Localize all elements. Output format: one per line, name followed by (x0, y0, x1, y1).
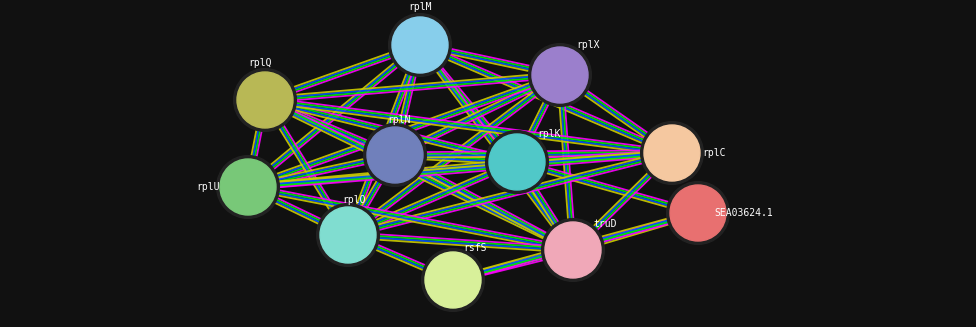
Circle shape (532, 47, 588, 103)
Circle shape (233, 69, 297, 131)
Circle shape (542, 219, 604, 281)
Circle shape (489, 134, 545, 190)
Circle shape (486, 131, 549, 193)
Circle shape (644, 125, 700, 181)
Circle shape (217, 156, 279, 218)
Circle shape (392, 17, 448, 73)
Circle shape (367, 127, 423, 183)
Circle shape (320, 207, 376, 263)
Text: rplQ: rplQ (248, 58, 271, 68)
Text: rplC: rplC (703, 148, 726, 158)
Circle shape (364, 124, 427, 186)
Text: rplM: rplM (408, 2, 431, 12)
Circle shape (425, 252, 481, 308)
Text: rplX: rplX (576, 40, 599, 50)
Circle shape (545, 222, 601, 278)
Circle shape (529, 43, 591, 106)
Circle shape (640, 122, 704, 184)
Text: rplN: rplN (387, 115, 411, 125)
Text: rplO: rplO (343, 195, 366, 205)
Text: rplK: rplK (537, 129, 561, 139)
Circle shape (670, 185, 726, 241)
Circle shape (237, 72, 293, 128)
Text: truD: truD (593, 219, 617, 229)
Text: rsfS: rsfS (464, 243, 487, 253)
Text: SEA03624.1: SEA03624.1 (714, 208, 773, 218)
Text: rplU: rplU (196, 182, 220, 192)
Circle shape (220, 159, 276, 215)
Circle shape (667, 181, 729, 244)
Circle shape (422, 249, 484, 311)
Circle shape (388, 14, 451, 77)
Circle shape (316, 204, 380, 267)
